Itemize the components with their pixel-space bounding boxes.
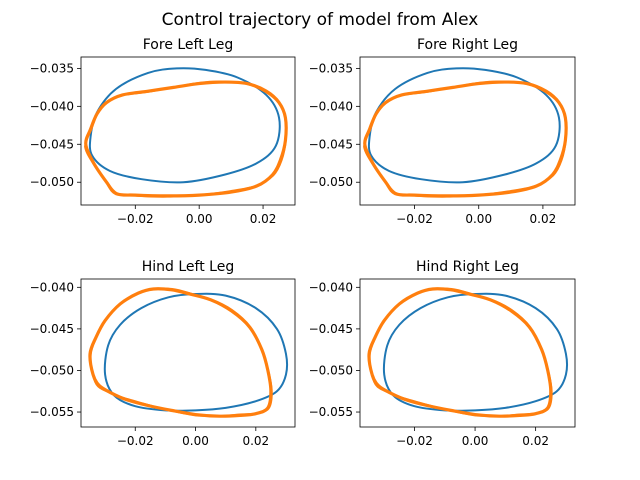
actual-trajectory-line	[88, 287, 273, 418]
y-tick-label: −0.050	[30, 363, 74, 377]
x-tick-label: 0.00	[182, 434, 209, 448]
y-tick-label: −0.050	[309, 363, 353, 377]
x-tick-label: 0.00	[462, 434, 489, 448]
actual-trajectory-line	[363, 80, 568, 198]
x-tick-label: −0.02	[396, 212, 433, 226]
axes-frame	[359, 56, 576, 206]
actual-trajectory-line-pass	[369, 287, 553, 417]
x-tick-label: 0.00	[465, 212, 492, 226]
reference-trajectory-line	[367, 67, 561, 184]
y-tick-label: −0.050	[30, 175, 74, 189]
axes-frame	[80, 278, 296, 428]
y-tick-label: −0.045	[309, 137, 353, 151]
y-tick-label: −0.055	[30, 405, 74, 419]
subplot-title: Fore Right Leg	[417, 37, 518, 53]
subplot-title: Fore Left Leg	[143, 37, 233, 53]
subplot-title: Hind Left Leg	[142, 259, 234, 275]
y-tick-label: −0.035	[30, 61, 74, 75]
subplot-fore-left: Fore Left Leg −0.02 0.00 0.02 −0.035 −0.040 −0…	[30, 37, 296, 226]
x-tick-label: −0.02	[117, 434, 154, 448]
actual-trajectory-line	[84, 80, 288, 198]
y-tick-label: −0.040	[30, 280, 74, 294]
reference-trajectory-line	[88, 67, 281, 184]
y-tick-label: −0.045	[30, 322, 74, 336]
y-tick-label: −0.055	[309, 405, 353, 419]
y-tick-label: −0.045	[30, 137, 74, 151]
x-tick-label: 0.02	[242, 434, 269, 448]
y-tick-label: −0.040	[309, 280, 353, 294]
x-tick-label: 0.00	[186, 212, 213, 226]
subplot-hind-left: Hind Left Leg −0.02 0.00 0.02 −0.040 −0.045 −0…	[30, 259, 296, 448]
subplot-hind-right: Hind Right Leg −0.02 0.00 0.02 −0.040 −0.045 −…	[309, 259, 576, 448]
actual-trajectory-line	[367, 287, 553, 418]
subplot-fore-right: Fore Right Leg −0.02 0.00 0.02 −0.035 −0.040 −…	[309, 37, 576, 226]
y-tick-label: −0.035	[309, 61, 353, 75]
x-tick-label: 0.02	[530, 212, 557, 226]
actual-trajectory-line-pass	[363, 80, 567, 198]
y-tick-label: −0.050	[309, 175, 353, 189]
y-tick-label: −0.045	[309, 322, 353, 336]
y-tick-label: −0.040	[309, 99, 353, 113]
reference-trajectory-line	[382, 292, 569, 412]
y-tick-label: −0.040	[30, 99, 74, 113]
actual-trajectory-line-pass	[90, 287, 273, 417]
x-tick-label: −0.02	[396, 434, 433, 448]
subplot-title: Hind Right Leg	[416, 259, 519, 275]
x-tick-label: −0.02	[117, 212, 154, 226]
figure-title: Control trajectory of model from Alex	[162, 10, 479, 30]
x-tick-label: 0.02	[250, 212, 277, 226]
reference-trajectory-line	[103, 292, 289, 412]
axes-frame	[359, 278, 576, 428]
actual-trajectory-line-pass	[84, 80, 287, 198]
axes-frame	[80, 56, 296, 206]
x-tick-label: 0.02	[522, 434, 549, 448]
